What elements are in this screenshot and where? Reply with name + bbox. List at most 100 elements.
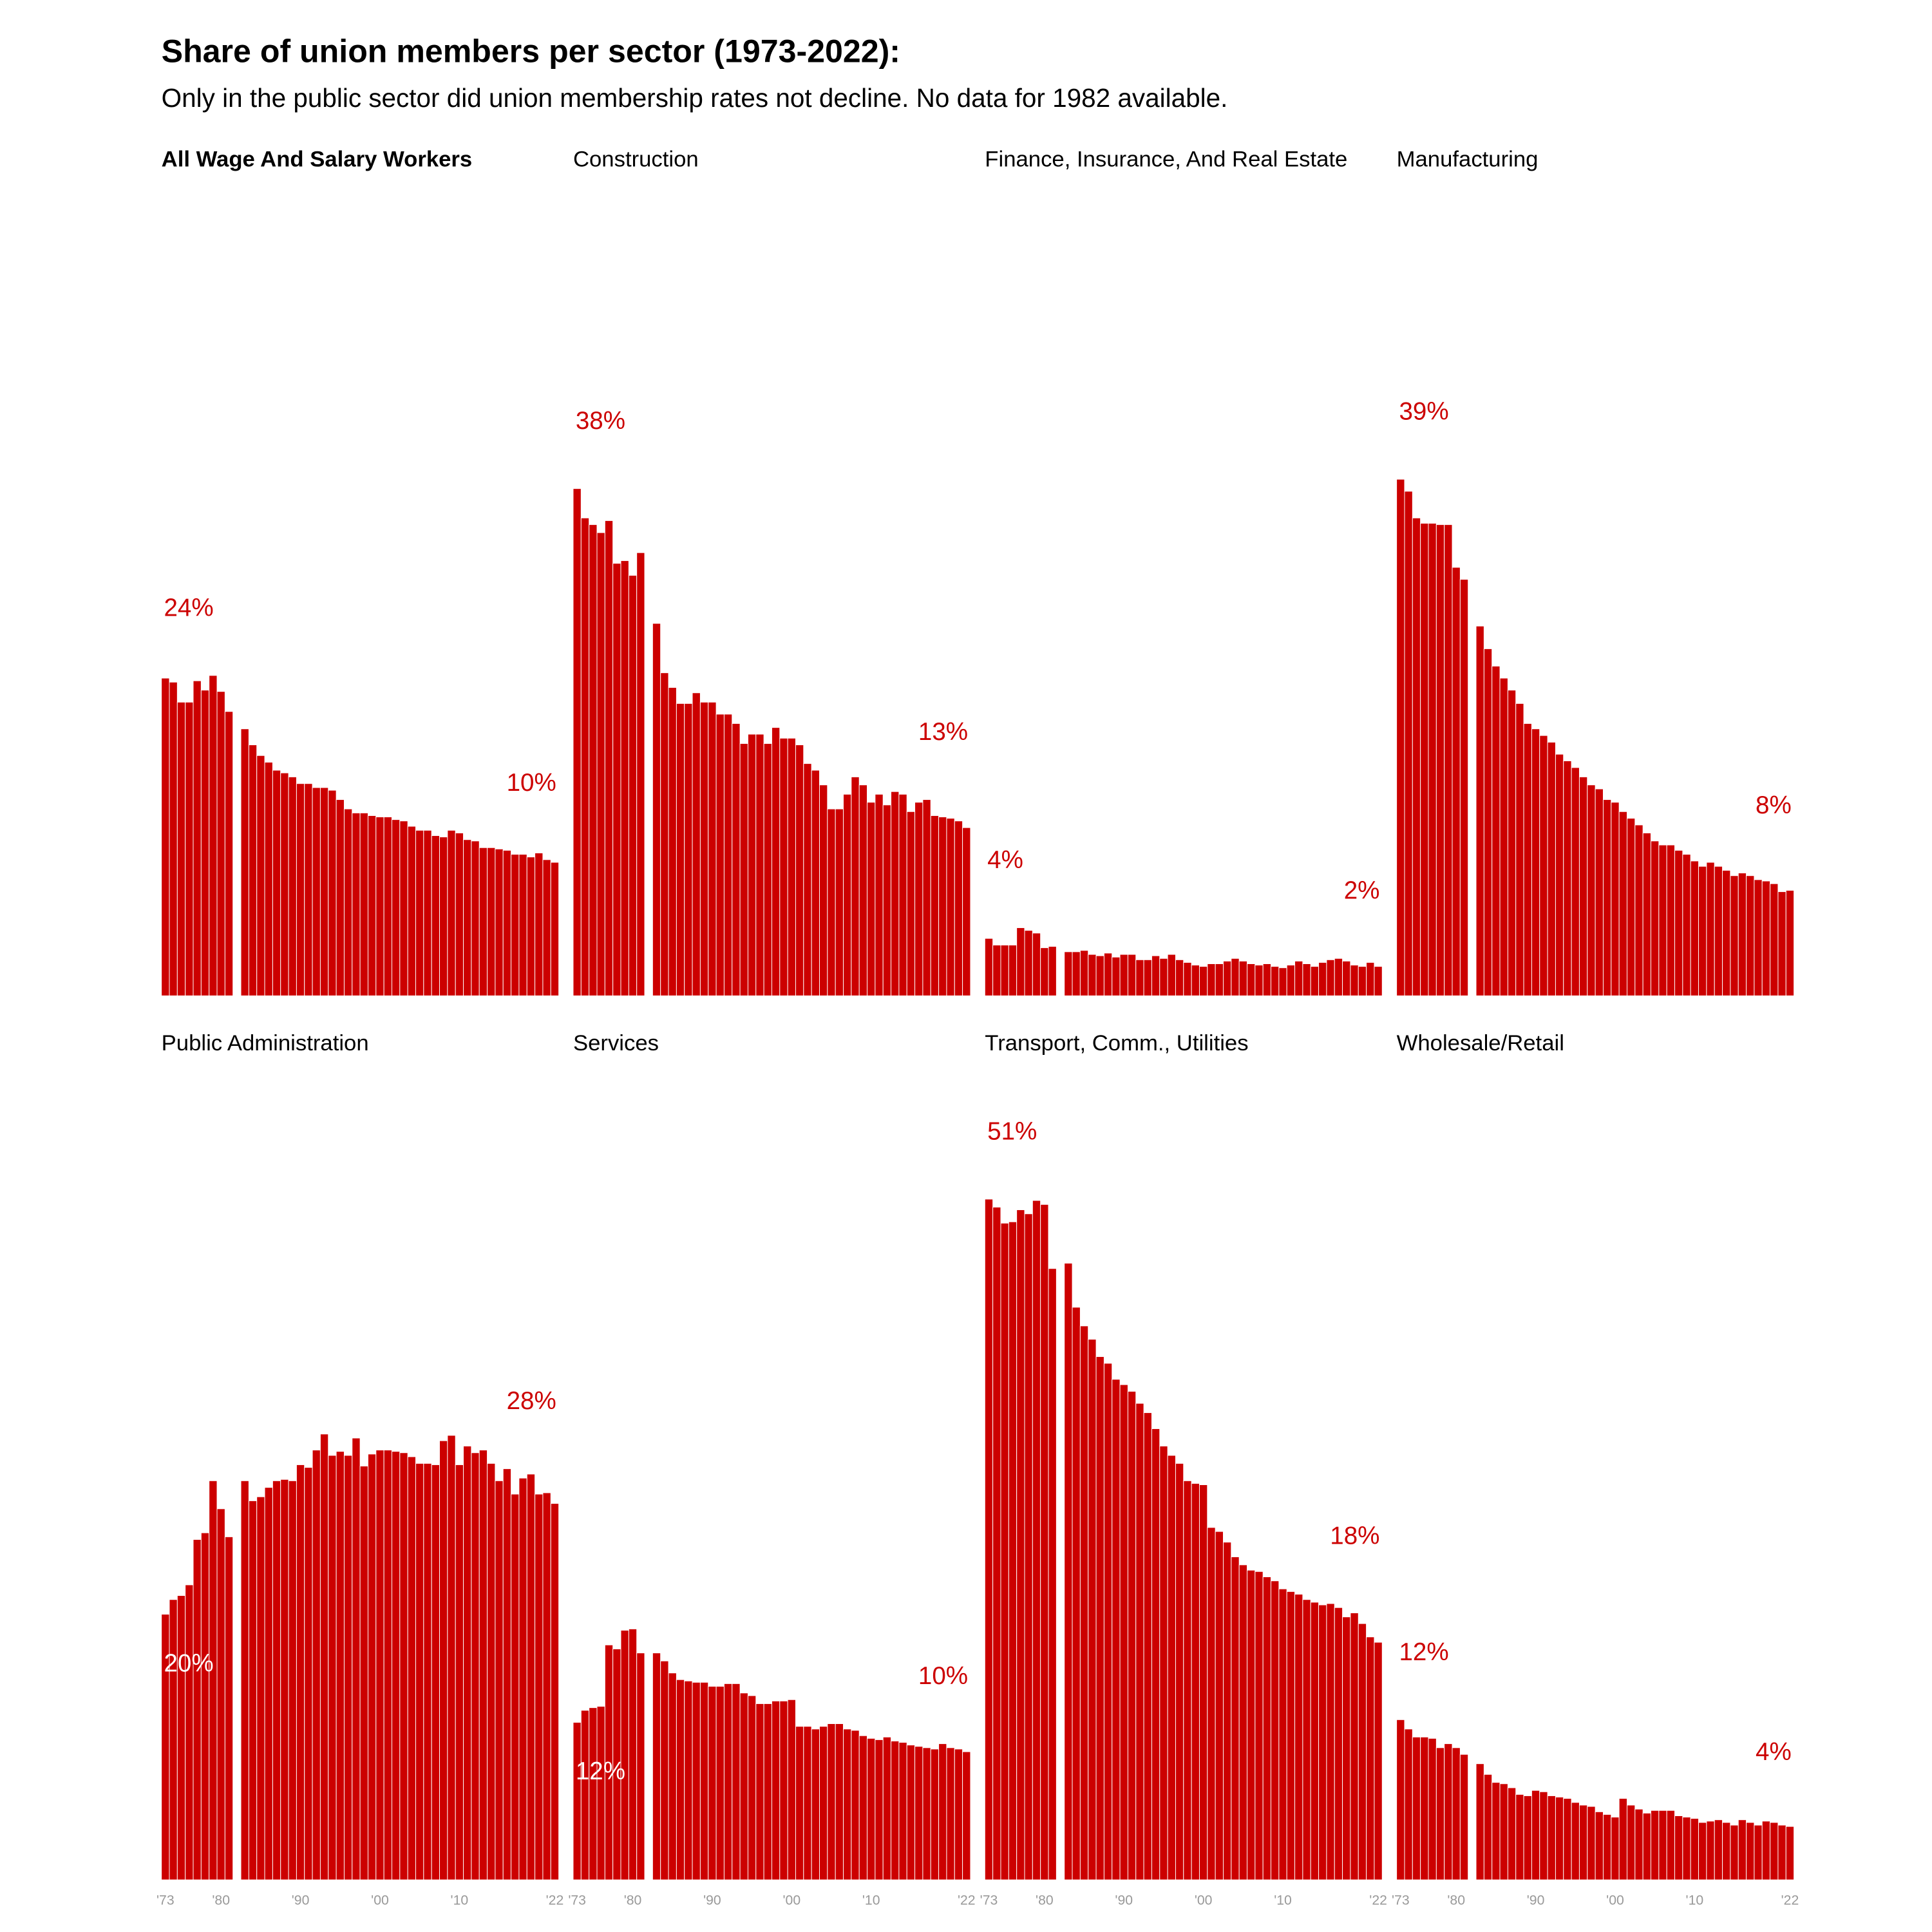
bar xyxy=(1000,945,1009,996)
bar xyxy=(1785,1826,1795,1880)
bar xyxy=(1754,879,1763,996)
bar xyxy=(1746,1822,1755,1880)
bar xyxy=(352,812,361,996)
bar xyxy=(264,762,273,996)
bar xyxy=(684,703,693,996)
value-label: 39% xyxy=(1399,398,1448,426)
bar xyxy=(1103,952,1113,996)
bar xyxy=(161,677,170,996)
bar xyxy=(1247,963,1256,996)
value-label: 20% xyxy=(164,1649,213,1677)
bar xyxy=(1587,784,1596,996)
bar xyxy=(1048,946,1057,996)
bar xyxy=(962,827,971,996)
bar xyxy=(1198,1484,1208,1880)
bar xyxy=(375,1450,384,1880)
bar xyxy=(1507,1787,1517,1880)
bar xyxy=(1547,741,1556,996)
bar xyxy=(1072,951,1081,996)
bar xyxy=(1626,1804,1636,1880)
bar xyxy=(1611,802,1620,996)
bar xyxy=(224,711,234,996)
bar xyxy=(1412,517,1421,996)
bar xyxy=(240,728,249,996)
bar xyxy=(1539,735,1548,996)
bar xyxy=(1072,1307,1081,1880)
bar xyxy=(795,744,804,996)
x-tick-label: '10 xyxy=(1274,1893,1292,1908)
bar xyxy=(1547,1795,1556,1880)
bar xyxy=(1738,1819,1747,1880)
x-tick-label: '22 xyxy=(546,1893,564,1908)
bar xyxy=(1167,954,1176,996)
bar xyxy=(851,1730,860,1880)
bar xyxy=(898,793,907,996)
bar xyxy=(502,1468,512,1880)
x-tick-label: '10 xyxy=(862,1893,880,1908)
bar xyxy=(1483,1774,1493,1880)
panel-title: Transport, Comm., Utilities xyxy=(985,1031,1248,1056)
bar xyxy=(1366,1636,1375,1880)
value-label: 12% xyxy=(576,1757,625,1785)
bar xyxy=(478,1450,488,1880)
bar xyxy=(1374,1642,1383,1880)
x-tick-label: '22 xyxy=(958,1893,976,1908)
bar xyxy=(1032,933,1041,996)
x-tick-label: '80 xyxy=(1447,1893,1465,1908)
bar xyxy=(550,862,560,996)
bar xyxy=(1571,767,1580,996)
bar xyxy=(455,832,464,996)
bar xyxy=(455,1464,464,1880)
bar xyxy=(463,1445,472,1880)
bar xyxy=(1634,824,1643,996)
bar xyxy=(739,743,748,996)
bar xyxy=(747,734,757,996)
bar xyxy=(1531,728,1540,996)
bar xyxy=(739,1692,748,1880)
bar xyxy=(763,1703,772,1880)
bar xyxy=(1435,1747,1445,1880)
bar xyxy=(328,1455,337,1880)
bar xyxy=(676,703,685,996)
bar xyxy=(1444,524,1453,996)
bar xyxy=(875,793,884,996)
bar xyxy=(723,1683,733,1880)
bar xyxy=(1515,1794,1524,1880)
bar xyxy=(367,815,377,996)
bar xyxy=(906,1745,916,1880)
bar xyxy=(288,776,297,996)
panel-title: Finance, Insurance, And Real Estate xyxy=(985,147,1347,171)
bar xyxy=(699,701,709,996)
bar xyxy=(1318,961,1327,996)
bar xyxy=(1555,1797,1564,1880)
bar xyxy=(1286,965,1296,996)
bar xyxy=(1183,961,1192,996)
bar xyxy=(1119,1384,1128,1880)
bar xyxy=(1207,963,1216,996)
bar xyxy=(1651,840,1660,996)
value-label: 4% xyxy=(987,846,1023,874)
bar xyxy=(1746,875,1755,996)
bar xyxy=(487,847,496,996)
bar xyxy=(1499,1783,1508,1880)
bar xyxy=(1435,524,1445,996)
bar xyxy=(1326,1603,1335,1880)
bar xyxy=(312,787,321,996)
x-tick-label: '80 xyxy=(624,1893,642,1908)
bar xyxy=(1112,1379,1121,1880)
bar xyxy=(1143,1412,1152,1880)
bar xyxy=(407,1456,416,1880)
bar xyxy=(209,1480,218,1880)
bar xyxy=(1135,1403,1144,1880)
bar xyxy=(1698,1822,1707,1880)
bar xyxy=(835,808,844,996)
bar xyxy=(1247,1569,1256,1880)
bar xyxy=(1444,1743,1453,1880)
bar xyxy=(1722,869,1731,996)
bar xyxy=(984,1198,994,1880)
bar xyxy=(280,1479,289,1880)
bar xyxy=(535,1493,544,1880)
bar xyxy=(1571,1802,1580,1880)
bar xyxy=(1761,880,1771,996)
bar xyxy=(288,1480,297,1880)
